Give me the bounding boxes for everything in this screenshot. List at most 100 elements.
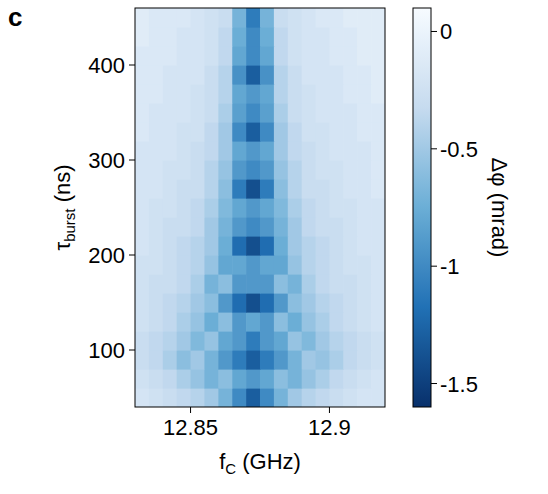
heatmap-cell (163, 65, 177, 85)
heatmap-cell (218, 141, 232, 161)
heatmap-cell (343, 312, 357, 332)
y-axis-title-sub: burst (61, 208, 78, 242)
heatmap-cell (316, 331, 330, 351)
heatmap-cell (302, 331, 316, 351)
heatmap-cell (191, 103, 205, 123)
heatmap-cell (204, 84, 218, 104)
panel-label: c (8, 2, 22, 32)
heatmap-cell (163, 388, 177, 407)
heatmap-cell (274, 8, 288, 28)
heatmap-cell (232, 198, 246, 218)
heatmap-cell (316, 160, 330, 180)
heatmap-cell (218, 293, 232, 313)
heatmap (135, 8, 385, 407)
heatmap-cell (246, 179, 260, 199)
heatmap-cell (232, 236, 246, 256)
heatmap-cell (218, 179, 232, 199)
heatmap-cell (343, 274, 357, 294)
heatmap-cell (302, 236, 316, 256)
heatmap-cell (218, 84, 232, 104)
heatmap-cell (357, 236, 371, 256)
heatmap-cell (288, 350, 302, 370)
heatmap-cell (246, 141, 260, 161)
heatmap-cell (316, 8, 330, 28)
heatmap-cell (246, 369, 260, 389)
heatmap-cell (329, 274, 343, 294)
heatmap-cell (191, 141, 205, 161)
heatmap-cell (343, 293, 357, 313)
heatmap-cell (232, 27, 246, 47)
heatmap-cell (232, 388, 246, 407)
heatmap-cell (343, 84, 357, 104)
heatmap-cell (302, 388, 316, 407)
heatmap-cell (177, 27, 191, 47)
heatmap-cell (149, 122, 163, 142)
heatmap-cell (204, 122, 218, 142)
heatmap-cell (274, 388, 288, 407)
heatmap-cell (163, 179, 177, 199)
x-tick (190, 407, 191, 413)
heatmap-cell (274, 274, 288, 294)
heatmap-cell (302, 122, 316, 142)
heatmap-cell (149, 255, 163, 275)
heatmap-cell (149, 350, 163, 370)
heatmap-cell (218, 122, 232, 142)
heatmap-cell (371, 255, 385, 275)
heatmap-cell (218, 236, 232, 256)
colorbar-tick-label: -1 (440, 254, 460, 279)
heatmap-cell (149, 293, 163, 313)
heatmap-cell (288, 217, 302, 237)
heatmap-cell (274, 84, 288, 104)
heatmap-cell (163, 350, 177, 370)
colorbar-tick-label: 0 (440, 19, 452, 44)
heatmap-cell (232, 312, 246, 332)
heatmap-cell (357, 198, 371, 218)
heatmap-cell (163, 84, 177, 104)
x-tick-label: 12.85 (163, 415, 218, 440)
heatmap-cell (316, 236, 330, 256)
heatmap-cell (288, 198, 302, 218)
heatmap-cell (218, 103, 232, 123)
heatmap-cell (191, 8, 205, 28)
heatmap-cell (288, 27, 302, 47)
heatmap-cell (135, 369, 149, 389)
heatmap-cell (177, 65, 191, 85)
heatmap-cell (246, 293, 260, 313)
heatmap-cell (316, 293, 330, 313)
heatmap-cell (246, 122, 260, 142)
x-axis-title-sub: C (225, 460, 236, 477)
heatmap-cell (371, 331, 385, 351)
heatmap-cell (191, 312, 205, 332)
heatmap-cell (135, 217, 149, 237)
heatmap-cell (316, 65, 330, 85)
heatmap-cell (149, 369, 163, 389)
plot-frame (135, 8, 385, 407)
heatmap-cell (149, 217, 163, 237)
heatmap-cell (357, 293, 371, 313)
heatmap-cell (302, 198, 316, 218)
heatmap-cell (288, 84, 302, 104)
heatmap-cell (204, 274, 218, 294)
heatmap-cell (288, 331, 302, 351)
heatmap-cell (260, 255, 274, 275)
heatmap-cell (204, 46, 218, 66)
heatmap-cell (149, 179, 163, 199)
heatmap-cell (191, 27, 205, 47)
heatmap-cell (357, 369, 371, 389)
heatmap-cell (329, 27, 343, 47)
heatmap-cell (163, 8, 177, 28)
heatmap-cell (191, 46, 205, 66)
heatmap-cell (329, 198, 343, 218)
colorbar-tick (431, 148, 437, 149)
heatmap-cell (135, 27, 149, 47)
heatmap-cell (316, 350, 330, 370)
heatmap-cell (163, 160, 177, 180)
heatmap-cell (232, 179, 246, 199)
heatmap-cell (329, 331, 343, 351)
heatmap-cell (316, 27, 330, 47)
heatmap-cell (191, 255, 205, 275)
heatmap-cell (274, 141, 288, 161)
heatmap-cell (302, 293, 316, 313)
heatmap-cell (357, 312, 371, 332)
heatmap-cell (191, 84, 205, 104)
